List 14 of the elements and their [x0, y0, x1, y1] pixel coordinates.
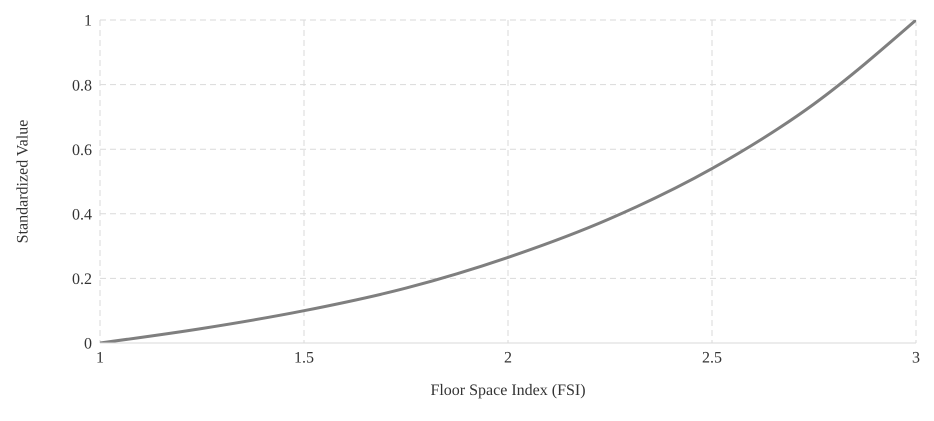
y-tick-label: 0 [84, 336, 92, 353]
x-tick-label: 2 [504, 349, 512, 366]
y-axis-title: Standardized Value [14, 120, 32, 244]
line-series [100, 20, 916, 343]
x-axis-title: Floor Space Index (FSI) [430, 382, 586, 399]
y-tick-label: 1 [84, 12, 92, 30]
x-tick-label: 2.5 [702, 349, 722, 366]
x-tick-label: 1.5 [294, 349, 314, 366]
x-tick-label: 1 [96, 349, 104, 366]
y-tick-label: 0.6 [72, 142, 92, 159]
y-tick-label: 0.2 [72, 271, 92, 288]
y-tick-label: 0.4 [72, 206, 92, 224]
x-tick-label: 3 [912, 349, 920, 366]
y-tick-label: 0.8 [72, 77, 92, 94]
